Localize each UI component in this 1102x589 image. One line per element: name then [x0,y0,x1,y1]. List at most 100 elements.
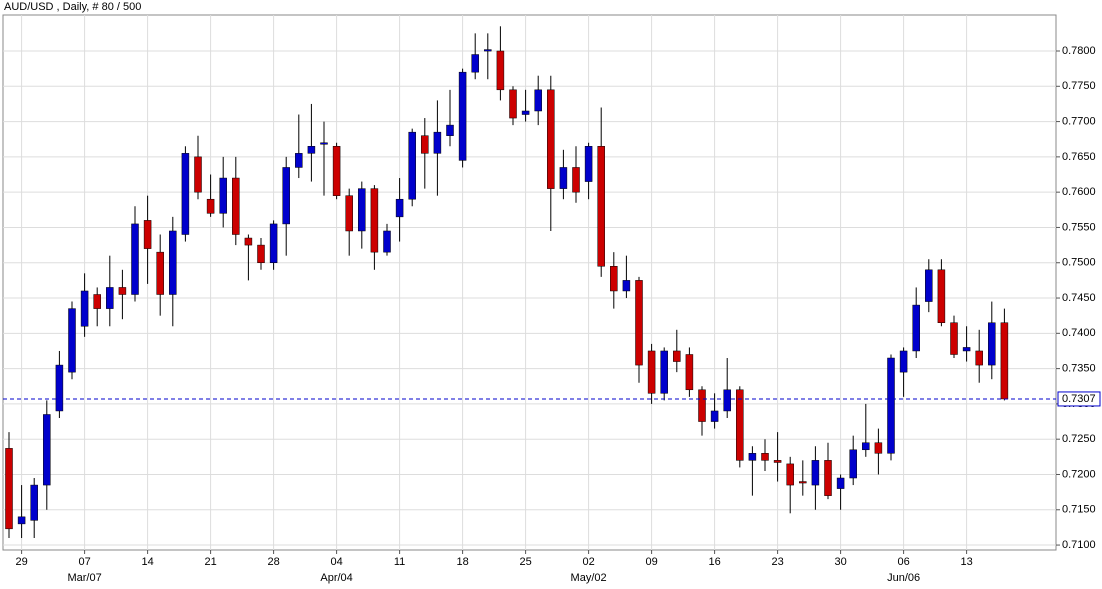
candle-body [131,223,139,295]
candle-body [421,135,429,154]
candle-body [559,167,568,189]
candle-body [572,167,580,193]
candle-body [206,198,215,214]
y-tick-label: 0.7700 [1062,115,1096,127]
candle-body [181,153,190,235]
candle-body [736,389,744,461]
candle-body [68,308,76,373]
candle-body [118,287,127,295]
candle-body [194,156,202,193]
y-tick-label: 0.7750 [1062,80,1096,92]
candle-body [383,230,391,253]
candle-body [584,146,593,182]
x-tick-label: 25 [519,556,531,568]
candle-body [17,516,26,525]
candle-body [408,131,416,200]
x-month-label: Jun/06 [887,572,920,584]
y-tick-label: 0.7150 [1062,504,1096,516]
candle-body [106,287,114,309]
candle-body [93,294,101,309]
candle-body [257,244,265,263]
candle-body [80,290,89,327]
x-tick-label: 30 [834,556,846,568]
candle-body [509,89,517,119]
y-tick-label: 0.7250 [1062,433,1096,445]
y-tick-label: 0.7550 [1062,221,1096,233]
candle-body [673,350,681,362]
y-tick-label: 0.7350 [1062,363,1096,375]
x-month-label: May/02 [571,572,607,584]
candle-body [345,195,353,232]
x-tick-label: 14 [141,556,153,568]
candle-body [143,220,152,249]
candle-body [811,460,820,486]
candle-body [484,49,492,52]
candle-body [395,198,404,218]
y-tick-label: 0.7600 [1062,186,1096,198]
candle-body [786,463,794,486]
candle-body [269,223,278,263]
candle-body [824,460,832,496]
candle-body [685,354,694,391]
candle-body [773,460,782,463]
candle-body [899,350,908,373]
candle-body [849,449,857,479]
x-tick-label: 06 [897,556,909,568]
x-tick-label: 21 [204,556,216,568]
candle-body [610,266,618,292]
x-tick-label: 04 [330,556,342,568]
y-tick-label: 0.7200 [1062,468,1096,480]
candle-body [597,146,605,267]
candle-body [862,442,870,451]
candle-body [547,89,555,189]
candle-body [332,146,341,196]
candle-body [5,448,13,530]
last-price-label: 0.7307 [1062,393,1096,405]
candle-body [295,153,303,168]
chart-title: AUD/USD , Daily, # 80 / 500 [4,1,141,13]
candle-body [710,410,719,422]
candle-body [433,131,442,154]
candle-body [988,322,996,366]
candle-body [836,477,845,489]
x-tick-label: 23 [771,556,783,568]
candle-body [496,50,505,91]
y-tick-label: 0.7450 [1062,292,1096,304]
x-tick-label: 02 [582,556,594,568]
candle-body [698,389,706,422]
candle-body [458,71,467,161]
candle-body [370,188,379,253]
candle-body [647,350,656,394]
y-tick-label: 0.7500 [1062,257,1096,269]
candle-body [925,269,933,302]
candle-body [282,167,290,225]
candle-body [912,304,920,352]
y-tick-label: 0.7400 [1062,327,1096,339]
x-tick-label: 29 [15,556,27,568]
x-month-label: Mar/07 [67,572,101,584]
candle-body [244,237,253,246]
x-tick-label: 11 [394,556,405,568]
candle-body [723,389,731,412]
candle-body [534,89,542,112]
candle-body [962,347,971,352]
candle-body [55,364,64,412]
candle-body [219,177,227,214]
candle-body [232,177,240,235]
candle-body [446,124,454,136]
candle-body [358,188,366,232]
candle-body [660,350,668,394]
plot-area [2,14,1057,551]
candle-body [887,357,895,454]
candle-body [799,481,807,484]
candle-body [521,110,530,115]
candle-body [156,251,164,295]
candle-body [937,269,946,323]
x-tick-label: 28 [267,556,279,568]
candle-body [975,350,983,366]
x-tick-label: 16 [708,556,720,568]
candle-body [748,453,757,461]
candle-body [471,54,479,73]
candle-body [1000,322,1009,400]
candle-body [307,146,316,154]
